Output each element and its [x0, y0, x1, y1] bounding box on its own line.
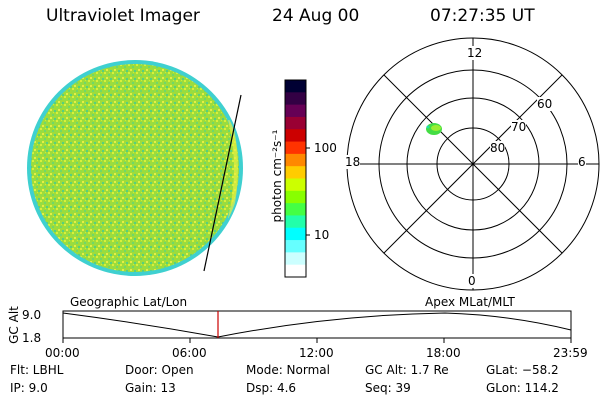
colorbar-unit-label: photon cm⁻²s⁻¹	[270, 129, 284, 223]
lat-label-80: 80	[490, 141, 506, 155]
instrument-title: Ultraviolet Imager	[46, 6, 200, 26]
mlt-label-18: 18	[345, 155, 361, 169]
uv-image-disk	[27, 60, 243, 276]
timeline-x-tick-2359: 23:59	[553, 346, 588, 360]
colorbar-band	[285, 92, 306, 106]
timeline-y-tick-top: 9.0	[22, 308, 42, 322]
info-seq: Seq: 39	[365, 381, 411, 395]
timeline-x-tick-0000: 00:00	[45, 346, 80, 360]
mlt-label-12: 12	[467, 46, 483, 60]
colorbar-band	[285, 227, 306, 241]
colorbar-tick-10: 10	[314, 228, 330, 242]
timeline-y-tick-bottom: 1.8	[22, 331, 42, 345]
date-label: 24 Aug 00	[272, 6, 360, 26]
colorbar-band	[285, 178, 306, 192]
colorbar-band	[285, 104, 306, 118]
colorbar-band	[285, 153, 306, 167]
colorbar-band	[285, 215, 306, 229]
colorbar-band	[285, 240, 306, 253]
colorbar	[285, 80, 310, 278]
timeline-right-title: Apex MLat/MLT	[425, 295, 515, 309]
colorbar-band	[285, 264, 306, 278]
colorbar-band	[285, 116, 306, 130]
terminator-line	[203, 94, 242, 272]
info-mode: Mode: Normal	[246, 363, 330, 377]
info-gain: Gain: 13	[125, 381, 176, 395]
info-door: Door: Open	[125, 363, 194, 377]
lat-label-60: 60	[537, 97, 553, 111]
colorbar-band	[285, 141, 306, 155]
colorbar-band	[285, 190, 306, 204]
lat-label-70: 70	[511, 120, 527, 134]
timeline-y-axis-label: GC Alt	[7, 306, 21, 344]
info-glon: GLon: 114.2	[486, 381, 559, 395]
timeline-left-title: Geographic Lat/Lon	[70, 295, 188, 309]
altitude-curve	[62, 312, 572, 338]
mlt-label-0: 0	[468, 274, 476, 288]
timeline-ticks	[62, 338, 572, 343]
colorbar-band	[285, 166, 306, 179]
info-gcalt: GC Alt: 1.7 Re	[365, 363, 449, 377]
info-flt: Flt: LBHL	[10, 363, 64, 377]
colorbar-band	[285, 80, 306, 93]
timeline-frame	[62, 310, 572, 339]
polar-plot	[346, 37, 600, 291]
colorbar-tick-100: 100	[314, 141, 337, 155]
aurora-spot	[426, 123, 442, 135]
timeline-x-tick-1200: 12:00	[299, 346, 334, 360]
time-label: 07:27:35 UT	[430, 6, 535, 26]
timeline-x-tick-0600: 06:00	[172, 346, 207, 360]
colorbar-band	[285, 252, 306, 266]
info-ip: IP: 9.0	[10, 381, 48, 395]
colorbar-band	[285, 129, 306, 143]
info-dsp: Dsp: 4.6	[246, 381, 297, 395]
timeline-x-tick-1800: 18:00	[426, 346, 461, 360]
colorbar-frame	[284, 79, 307, 278]
mlt-label-6: 6	[578, 155, 586, 169]
info-glat: GLat: −58.2	[486, 363, 559, 377]
colorbar-band	[285, 203, 306, 216]
